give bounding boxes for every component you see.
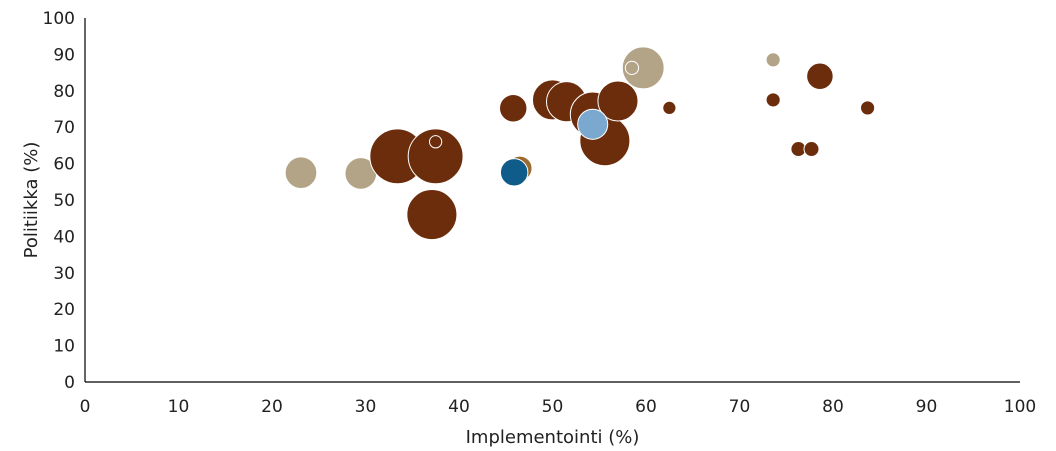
bubble-point — [806, 62, 834, 90]
y-tick-label: 90 — [53, 45, 75, 65]
bubble-point — [621, 46, 665, 90]
bubble-point — [428, 135, 443, 149]
bubble-point — [499, 94, 528, 123]
x-axis-title: Implementointi (%) — [466, 427, 640, 448]
x-tick-label: 90 — [916, 397, 938, 417]
bubble-point — [765, 92, 781, 108]
y-tick-label: 20 — [53, 300, 75, 320]
x-tick-label: 40 — [448, 397, 470, 417]
bubble-point — [577, 108, 609, 140]
x-tick-labels: 0 10 20 30 40 50 60 70 80 90 100 — [80, 397, 1037, 417]
bubble-point — [597, 80, 639, 122]
x-tick-label: 50 — [542, 397, 564, 417]
bubble-point — [765, 52, 781, 68]
y-tick-label: 60 — [53, 155, 75, 175]
bubble-point — [662, 100, 677, 116]
x-tick-label: 10 — [168, 397, 190, 417]
x-tick-label: 30 — [355, 397, 377, 417]
bubble-layer — [284, 46, 876, 241]
y-tick-label: 50 — [53, 191, 75, 211]
y-tick-label: 0 — [64, 373, 75, 393]
y-tick-label: 70 — [53, 118, 75, 138]
x-tick-label: 80 — [822, 397, 844, 417]
x-tick-label: 100 — [1004, 397, 1036, 417]
x-tick-label: 20 — [261, 397, 283, 417]
bubble-point — [860, 100, 876, 116]
bubble-point — [499, 158, 529, 187]
bubble-point — [284, 156, 318, 190]
y-tick-label: 100 — [43, 9, 75, 29]
x-tick-label: 0 — [80, 397, 91, 417]
y-tick-label: 40 — [53, 227, 75, 247]
y-tick-label: 30 — [53, 264, 75, 284]
y-axis-title: Politiikka (%) — [21, 142, 42, 259]
bubble-point — [803, 141, 820, 158]
y-tick-label: 10 — [53, 337, 75, 357]
x-tick-label: 60 — [635, 397, 657, 417]
y-tick-labels: 0 10 20 30 40 50 60 70 80 90 100 — [43, 9, 75, 393]
y-tick-label: 80 — [53, 82, 75, 102]
bubble-point — [407, 128, 464, 185]
bubble-point — [624, 60, 640, 75]
x-tick-label: 70 — [729, 397, 751, 417]
bubble-point — [406, 189, 458, 241]
